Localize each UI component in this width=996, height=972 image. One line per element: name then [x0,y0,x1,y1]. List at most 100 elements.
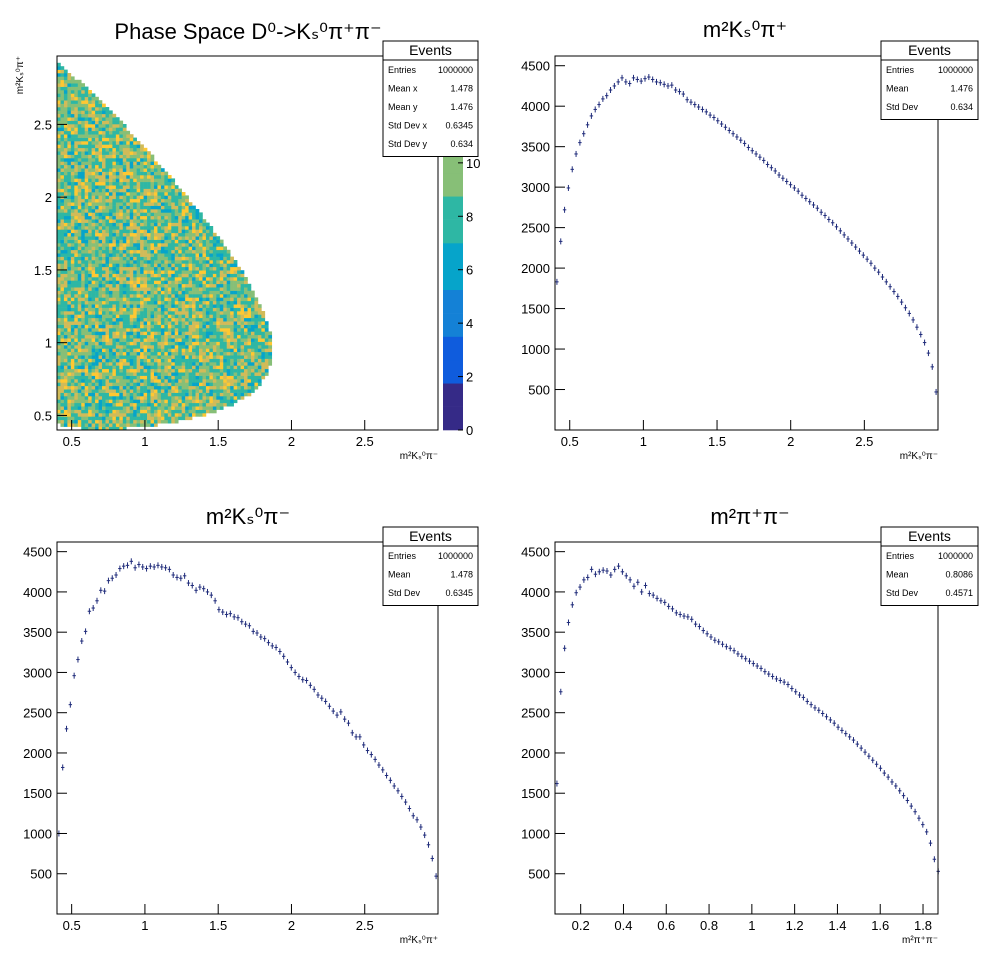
heatmap-cell [230,283,234,288]
heatmap-cell [205,260,210,264]
heatmap-cell [74,413,79,417]
heatmap-cell [115,283,120,288]
heatmap-cell [188,287,193,291]
heatmap-cell [237,266,241,271]
heatmap-cell [70,195,75,200]
heatmap-cell [70,355,75,359]
heatmap-cell [57,202,61,206]
heatmap-cell [105,355,110,359]
heatmap-cell [98,416,103,421]
heatmap-cell [60,399,65,404]
heatmap-cell [147,294,151,298]
heatmap-cell [129,334,134,339]
heatmap-cell [67,334,72,339]
heatmap-cell [115,307,120,312]
data-point [106,577,111,584]
heatmap-cell [98,164,103,169]
heatmap-cell [164,185,169,189]
heatmap-cell [102,396,106,400]
heatmap-cell [81,385,86,390]
heatmap-cell [60,341,65,346]
heatmap-cell [91,192,96,196]
heatmap-cell [102,317,106,322]
heatmap-cell [192,328,196,332]
heatmap-cell [91,226,96,230]
heatmap-cell [98,130,103,135]
heatmap-cell [133,226,137,230]
heatmap-cell [157,314,162,319]
heatmap-cell [247,307,252,312]
heatmap-cell [95,219,99,223]
heatmap-cell [147,307,151,312]
heatmap-cell [237,341,241,346]
heatmap-cell [119,161,124,166]
heatmap-cell [88,147,92,152]
heatmap-cell [178,226,182,230]
heatmap-cell [95,215,99,220]
heatmap-cell [205,246,210,251]
heatmap-cell [150,416,155,421]
data-point [559,238,563,245]
heatmap-cell [129,181,134,186]
heatmap-cell [67,277,72,281]
heatmap-cell [57,345,61,349]
heatmap-cell [219,328,224,332]
heatmap-cell [195,280,200,285]
heatmap-cell [185,273,189,278]
heatmap-cell [105,107,110,111]
heatmap-cell [95,107,99,111]
heatmap-cell [67,90,72,94]
heatmap-cell [178,389,182,393]
heatmap-cell [84,188,89,193]
heatmap-cell [67,351,72,356]
heatmap-cell [74,338,79,342]
heatmap-cell [57,236,61,240]
heatmap-cell [216,324,221,329]
heatmap-cell [195,358,200,363]
heatmap-cell [112,219,117,223]
heatmap-cell [77,372,82,376]
heatmap-cell [95,379,99,383]
heatmap-cell [60,73,65,77]
heatmap-cell [63,161,68,166]
heatmap-cell [185,253,189,257]
heatmap-cell [129,192,134,196]
heatmap-cell [95,154,99,159]
heatmap-cell [67,181,72,186]
heatmap-cell [119,321,124,325]
heatmap-cell [91,168,96,172]
heatmap-cell [136,307,141,312]
heatmap-cell [129,399,134,404]
heatmap-cell [126,341,131,346]
heatmap-cell [164,246,169,251]
heatmap-cell [192,314,196,319]
heatmap-cell [219,253,224,257]
heatmap-cell [230,280,234,285]
heatmap-cell [115,297,120,302]
heatmap-cell [143,243,148,247]
heatmap-cell [133,212,137,217]
heatmap-cell [250,307,255,312]
heatmap-cell [119,181,124,186]
heatmap-cell [129,345,134,349]
heatmap-cell [98,168,103,172]
heatmap-cell [143,341,148,346]
heatmap-cell [129,256,134,261]
heatmap-cell [88,426,92,431]
heatmap-cell [119,348,124,353]
heatmap-cell [202,273,207,278]
heatmap-cell [57,277,61,281]
heatmap-cell [233,389,238,393]
heatmap-cell [226,348,231,353]
heatmap-cell [108,243,113,247]
heatmap-cell [157,297,162,302]
heatmap-cell [108,300,113,305]
heatmap-cell [95,399,99,404]
heatmap-cell [153,280,158,285]
heatmap-cell [108,304,113,308]
heatmap-cell [240,338,245,342]
heatmap-cell [105,324,110,329]
heatmap-cell [88,368,92,373]
data-point [807,198,812,205]
data-point [723,124,728,131]
